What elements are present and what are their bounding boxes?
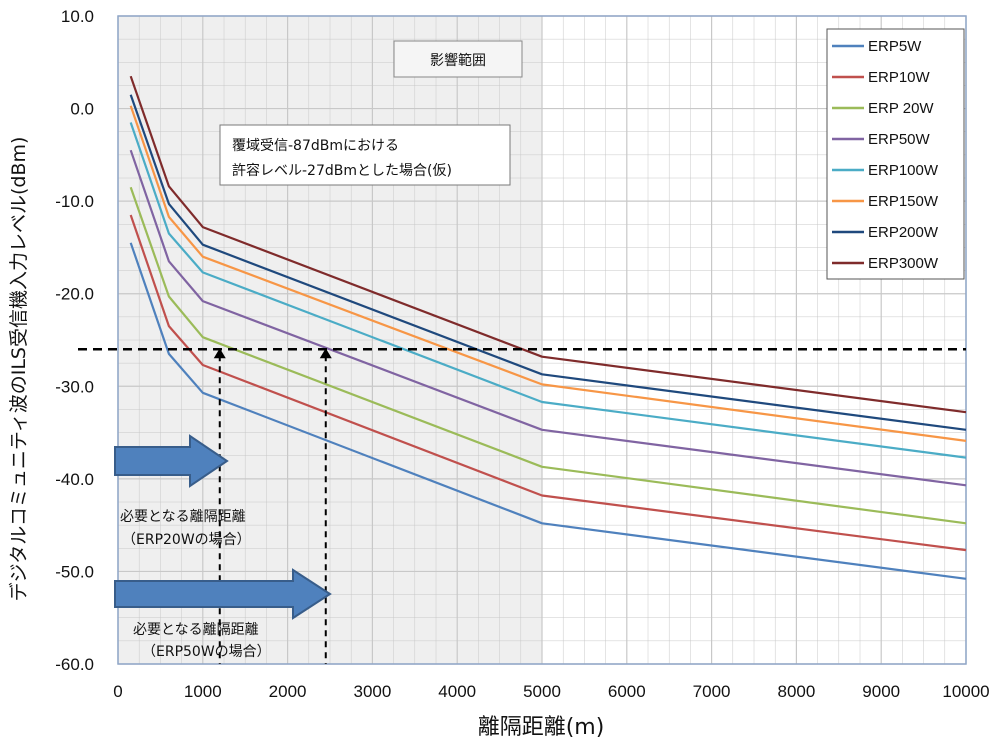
- y-axis-title: デジタルコミュニティ波のILS受信機入力レベル(dBm): [8, 137, 30, 602]
- arrow-right-icon: [114, 568, 332, 620]
- x-tick-label: 10000: [942, 682, 989, 701]
- arrow-erp50w-label-1: 必要となる離隔距離: [133, 621, 259, 638]
- series-line-erp5w: [129, 242, 967, 580]
- y-tick-label: -10.0: [55, 192, 94, 211]
- x-tick-label: 5000: [523, 682, 561, 701]
- arrow-erp20w-label-2: （ERP20Wの場合）: [122, 532, 251, 548]
- arrow-up-icon: [213, 348, 226, 359]
- required-distance-lines: [213, 348, 332, 664]
- arrow-erp50w-label-2: （ERP50Wの場合）: [142, 644, 271, 660]
- x-tick-label: 9000: [862, 682, 900, 701]
- y-axis-ticks: 10.0 0.0 -10.0 -20.0 -30.0 -40.0 -50.0 -60.0: [55, 7, 94, 674]
- x-tick-label: 8000: [777, 682, 815, 701]
- series-line-erp200w: [129, 94, 967, 431]
- legend-label-erp50w: ERP50W: [868, 131, 931, 148]
- series-line-erp100w: [129, 122, 967, 459]
- x-tick-label: 7000: [693, 682, 731, 701]
- legend-label-erp20w: ERP 20W: [868, 100, 934, 117]
- legend-label-erp200w: ERP200W: [868, 224, 939, 241]
- y-tick-label: -50.0: [55, 562, 94, 581]
- series-line-erp20w: [129, 186, 967, 525]
- shaded-region-label-box: 影響範囲: [393, 40, 523, 78]
- y-tick-label: 10.0: [61, 7, 94, 26]
- note-line-1: 覆域受信-87dBmにおける: [232, 138, 399, 154]
- arrow-erp50w: 必要となる離隔距離 （ERP50Wの場合）: [114, 568, 332, 660]
- x-tick-label: 3000: [353, 682, 391, 701]
- note-box: 覆域受信-87dBmにおける 許容レベル-27dBmとした場合(仮): [219, 124, 511, 186]
- x-tick-label: 1000: [184, 682, 222, 701]
- legend-label-erp100w: ERP100W: [868, 162, 939, 179]
- legend-label-erp150w: ERP150W: [868, 193, 939, 210]
- series-layer: [129, 75, 967, 580]
- y-tick-label: -60.0: [55, 655, 94, 674]
- x-tick-label: 4000: [438, 682, 476, 701]
- y-tick-label: 0.0: [70, 100, 94, 119]
- series-line-erp50w: [129, 149, 967, 487]
- x-axis-title: 離隔距離(m): [478, 715, 605, 740]
- x-tick-label: 0: [113, 682, 122, 701]
- legend: ERP5W ERP10W ERP 20W ERP50W ERP100W ERP150W ER…: [826, 28, 965, 280]
- y-tick-label: -20.0: [55, 285, 94, 304]
- series-line-erp10w: [129, 214, 967, 552]
- x-tick-label: 2000: [269, 682, 307, 701]
- shaded-region-label: 影響範囲: [430, 52, 486, 69]
- plot-border: [117, 15, 967, 665]
- legend-label-erp300w: ERP300W: [868, 255, 939, 272]
- arrow-right-icon: [114, 434, 229, 488]
- y-tick-label: -40.0: [55, 470, 94, 489]
- x-axis-ticks: 0 1000 2000 3000 4000 5000 6000 7000 8000 9000 100…: [113, 682, 989, 701]
- series-line-erp150w: [129, 105, 967, 442]
- legend-label-erp10w: ERP10W: [868, 69, 931, 86]
- note-line-2: 許容レベル-27dBmとした場合(仮): [232, 162, 452, 179]
- series-line-erp300w: [129, 75, 967, 414]
- arrow-up-icon: [319, 348, 332, 359]
- x-tick-label: 6000: [608, 682, 646, 701]
- legend-label-erp5w: ERP5W: [868, 38, 922, 55]
- arrow-erp20w-label-1: 必要となる離隔距離: [120, 508, 246, 525]
- y-tick-label: -30.0: [55, 377, 94, 396]
- arrow-erp20w: 必要となる離隔距離 （ERP20Wの場合）: [114, 434, 251, 548]
- legend-box: [826, 28, 965, 280]
